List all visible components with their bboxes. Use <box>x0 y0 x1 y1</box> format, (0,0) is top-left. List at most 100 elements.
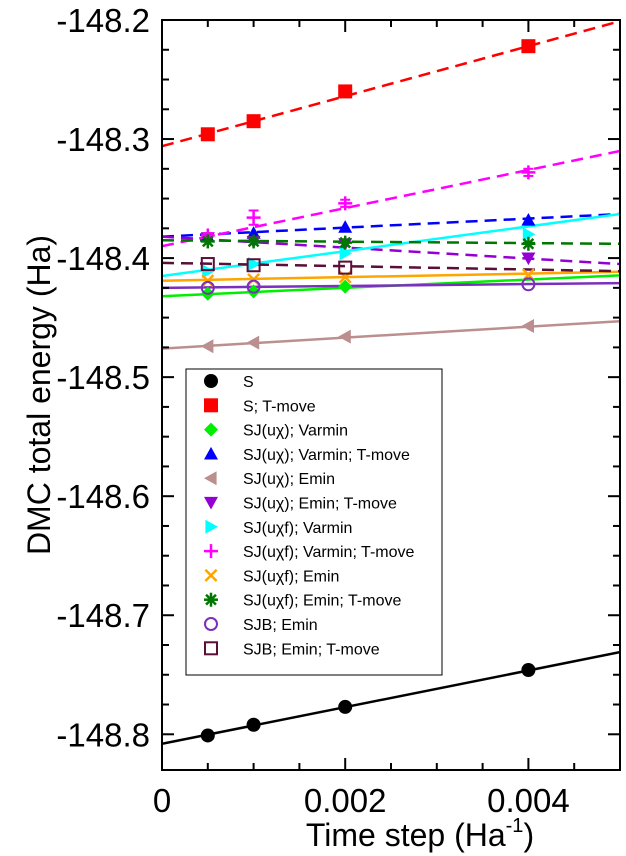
y-tick-label: -148.6 <box>56 478 150 515</box>
legend-entry: SJB; Emin; T-move <box>204 641 380 658</box>
legend-entry: SJ(uχf); Emin <box>204 568 339 585</box>
fit-line-11 <box>162 261 620 273</box>
legend-entry: SJ(uχf); Varmin; T-move <box>204 544 415 561</box>
legend-marker <box>204 374 218 388</box>
data-point <box>338 699 353 714</box>
legend-marker <box>204 544 218 559</box>
legend-marker <box>204 641 218 656</box>
data-point <box>202 264 215 279</box>
legend-marker <box>204 568 218 582</box>
legend-entry: SJ(uχ); Varmin <box>204 422 348 440</box>
data-point <box>246 258 261 273</box>
data-point <box>200 234 215 249</box>
legend-entry: SJ(uχ); Varmin; T-move <box>204 446 410 464</box>
y-tick-label: -148.8 <box>56 716 150 753</box>
data-point <box>338 235 353 250</box>
legend-entry: S <box>204 374 254 391</box>
data-point <box>246 279 261 294</box>
legend-label: SJ(uχ); Varmin; T-move <box>243 447 410 464</box>
legend-label: SJ(uχ); Emin <box>243 471 335 488</box>
fit-line-6 <box>162 212 620 278</box>
data-point <box>338 196 353 211</box>
data-point <box>246 114 261 129</box>
legend-entry: SJ(uχ); Emin; T-move <box>204 496 397 513</box>
y-axis-ticks <box>162 19 620 736</box>
data-point <box>521 277 536 292</box>
data-point <box>521 663 536 677</box>
data-point <box>521 236 536 251</box>
legend-label: SJ(uχ); Varmin <box>243 423 348 440</box>
data-point <box>246 226 261 239</box>
legend-label: SJB; Emin <box>243 617 318 634</box>
legend-entry: SJB; Emin <box>204 617 318 634</box>
x-axis-label-main: Time step (Ha <box>306 817 506 853</box>
data-point <box>339 246 353 261</box>
legend-label: SJ(uχf); Emin <box>243 568 339 585</box>
fit-line-3 <box>162 212 620 238</box>
x-tick-label: 0 <box>153 782 171 819</box>
legend-marker <box>204 422 218 437</box>
legend-label: S <box>243 374 254 391</box>
x-tick-labels: 0 0.002 0.004 <box>153 782 570 819</box>
y-axis-label: DMC total energy (Ha) <box>21 235 57 555</box>
data-point <box>246 717 261 732</box>
data-point <box>338 279 353 294</box>
x-axis-label: Time step (Ha-1) <box>306 815 534 853</box>
legend-marker <box>204 592 218 607</box>
data-point <box>521 213 536 226</box>
x-tick-label: 0.002 <box>304 782 387 819</box>
legend: S S; T-move SJ(uχ); Varmin SJ(uχ); Varmin; … <box>204 374 415 658</box>
y-tick-labels: -148.2 -148.3 -148.4 -148.5 -148.6 -148.7 -148… <box>56 2 150 753</box>
legend-label: SJ(uχf); Emin; T-move <box>243 593 401 610</box>
data-point <box>200 728 215 743</box>
y-tick-label: -148.2 <box>56 2 150 39</box>
x-axis-label-sup: -1 <box>506 815 524 837</box>
fit-line-9 <box>162 238 620 246</box>
fit-line-7 <box>162 149 620 248</box>
legend-entry: SJ(uχ); Emin <box>204 471 335 488</box>
data-point <box>338 220 353 233</box>
legend-label: SJB; Emin; T-move <box>243 641 380 658</box>
legend-entry: SJ(uχf); Emin; T-move <box>204 592 401 610</box>
data-point <box>246 234 261 249</box>
legend-marker <box>204 398 218 413</box>
y-tick-label: -148.5 <box>56 359 150 396</box>
x-tick-label: 0.004 <box>487 782 570 819</box>
data-point <box>521 165 536 180</box>
fit-line-8 <box>162 270 620 282</box>
legend-marker <box>204 496 218 510</box>
legend-label: SJ(uχf); Varmin <box>243 520 352 537</box>
y-tick-label: -148.4 <box>56 240 150 277</box>
legend-marker <box>205 519 218 534</box>
fit-line-4 <box>162 319 620 350</box>
legend-marker <box>204 446 218 460</box>
data-points <box>200 39 536 743</box>
fit-lines <box>162 20 620 746</box>
data-point <box>522 227 536 242</box>
data-point <box>521 318 534 333</box>
fit-line-10 <box>162 281 620 290</box>
legend-marker <box>204 617 218 631</box>
legend-label: SJ(uχ); Emin; T-move <box>243 496 397 513</box>
data-point <box>246 335 260 350</box>
data-point <box>200 280 215 295</box>
fit-line-0 <box>162 650 620 746</box>
data-point <box>248 257 261 272</box>
data-point <box>246 284 261 299</box>
fit-line-1 <box>162 20 620 148</box>
data-point <box>338 84 353 99</box>
data-point <box>200 127 215 142</box>
legend-entry: SJ(uχf); Varmin <box>205 519 352 537</box>
legend-label: SJ(uχf); Varmin; T-move <box>243 544 415 561</box>
legend-marker <box>204 471 217 486</box>
data-point <box>338 260 353 275</box>
y-tick-label: -148.7 <box>56 597 150 634</box>
data-point <box>521 252 536 266</box>
data-point <box>246 210 261 225</box>
data-point <box>200 257 215 272</box>
legend-label: S; T-move <box>243 398 316 415</box>
data-point <box>521 39 536 54</box>
data-point <box>338 329 351 344</box>
x-axis-label-end: ) <box>523 817 534 853</box>
